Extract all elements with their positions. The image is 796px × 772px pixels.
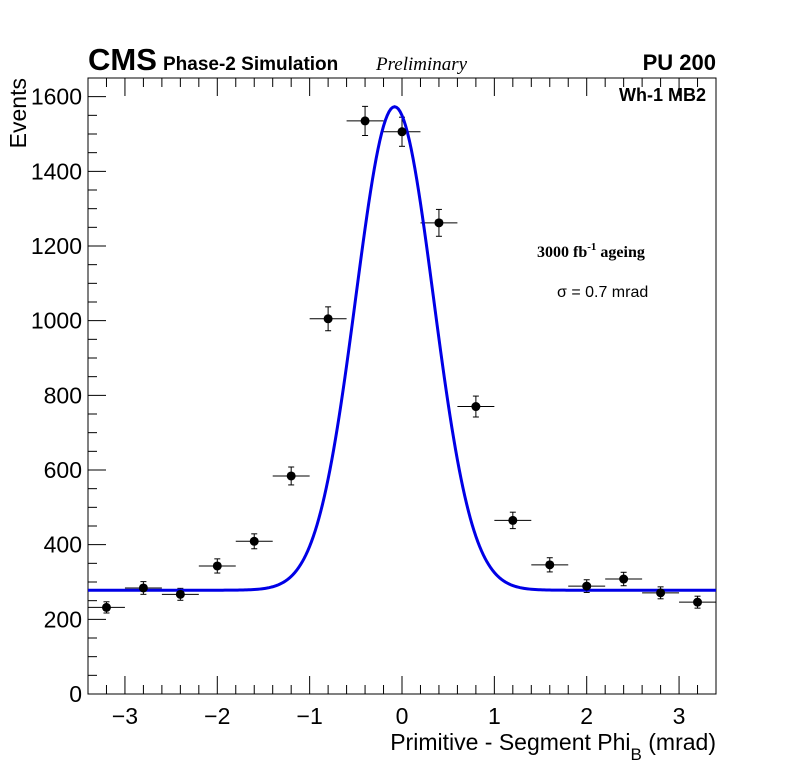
subtitle-label: Phase-2 Simulation xyxy=(163,54,338,75)
x-tick-label: 2 xyxy=(580,703,593,729)
x-tick-label: 3 xyxy=(673,703,686,729)
data-point xyxy=(434,218,444,228)
y-tick-label: 0 xyxy=(69,681,82,707)
y-tick-label: 600 xyxy=(44,457,82,483)
y-tick-label: 800 xyxy=(44,382,82,408)
plot-frame xyxy=(87,77,717,695)
data-point xyxy=(212,561,222,571)
data-point xyxy=(101,602,111,612)
data-point xyxy=(471,402,481,412)
pileup-label: PU 200 xyxy=(643,50,716,75)
axis-ticks xyxy=(87,77,717,695)
data-point xyxy=(545,560,555,570)
x-tick-label: −3 xyxy=(112,703,138,729)
data-point xyxy=(175,589,185,599)
data-point xyxy=(508,515,518,525)
y-tick-label: 1200 xyxy=(31,233,82,259)
error-bars xyxy=(88,105,716,614)
data-point xyxy=(656,588,666,598)
y-tick-label: 200 xyxy=(44,606,82,632)
fit-curve xyxy=(88,105,716,592)
y-tick-label: 400 xyxy=(44,532,82,558)
data-point xyxy=(249,536,259,546)
x-tick-label: 0 xyxy=(396,703,409,729)
x-tick-label: −1 xyxy=(297,703,323,729)
data-point xyxy=(397,127,407,137)
data-point xyxy=(619,574,629,584)
data-point xyxy=(693,597,703,607)
y-tick-labels: 0 200 400 600 800 1000 1200 1400 1600 xyxy=(31,84,82,707)
y-axis-title: Events xyxy=(5,78,31,148)
status-label: Preliminary xyxy=(375,54,468,75)
data-point xyxy=(323,314,333,324)
x-axis-title: Primitive - Segment PhiB (mrad) xyxy=(390,729,716,764)
data-point xyxy=(138,583,148,593)
data-point xyxy=(582,581,592,591)
x-tick-label: −2 xyxy=(204,703,230,729)
experiment-label: CMS xyxy=(88,42,157,77)
y-tick-label: 1000 xyxy=(31,308,82,334)
data-point xyxy=(360,116,370,126)
y-tick-label: 1600 xyxy=(31,84,82,110)
x-tick-label: 1 xyxy=(488,703,501,729)
data-points xyxy=(101,116,703,612)
y-tick-label: 1400 xyxy=(31,158,82,184)
fit-result-label: σ = 0.7 mrad xyxy=(557,284,648,301)
scenario-label: 3000 fb-1 ageing xyxy=(537,241,645,261)
region-label: Wh-1 MB2 xyxy=(619,85,706,105)
x-tick-labels: −3 −2 −1 0 1 2 3 xyxy=(112,703,686,729)
data-point xyxy=(286,471,296,481)
